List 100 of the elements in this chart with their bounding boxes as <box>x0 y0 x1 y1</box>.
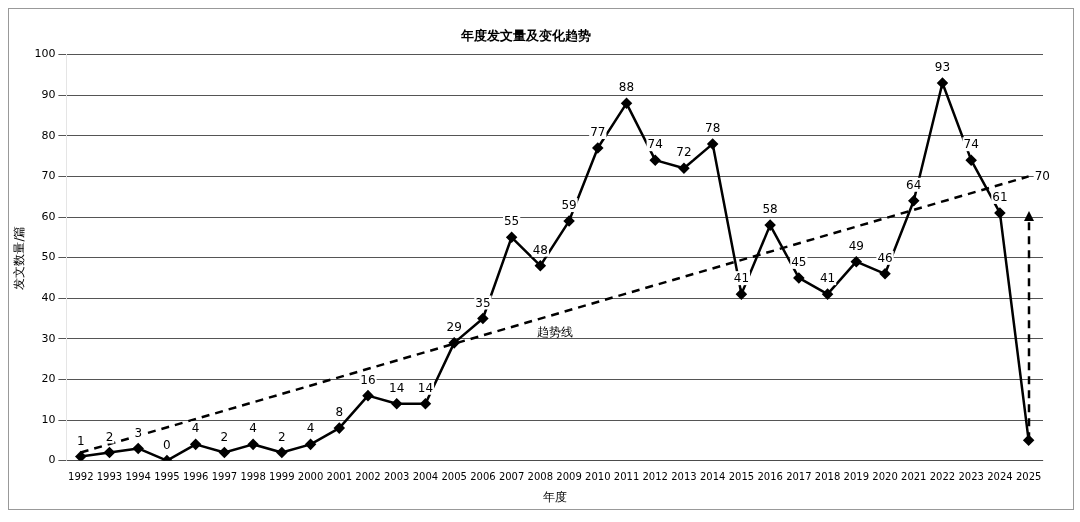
point <box>994 207 1006 219</box>
data-label: 78 <box>705 121 721 136</box>
point <box>621 98 632 109</box>
x-tick-label: 1993 <box>96 471 123 483</box>
x-tick-label: 2019 <box>843 471 870 483</box>
point <box>1023 435 1034 446</box>
point <box>477 313 489 324</box>
y-tick-label: 0 <box>48 453 56 467</box>
point <box>764 219 776 231</box>
y-tick-label: 20 <box>41 372 56 386</box>
data-label: 2 <box>220 429 229 444</box>
point <box>391 398 402 410</box>
x-tick-label: 2000 <box>297 471 324 483</box>
point <box>793 272 805 284</box>
y-tick-label: 10 <box>41 412 56 426</box>
data-label: 35 <box>475 295 491 310</box>
x-tick-label: 2008 <box>527 471 554 483</box>
point <box>506 232 517 243</box>
x-tick-label: 1992 <box>68 471 94 483</box>
x-tick-label: 2005 <box>441 471 467 483</box>
data-label: 2 <box>105 429 114 444</box>
data-label: 74 <box>963 137 979 152</box>
y-tick-label: 40 <box>41 291 56 305</box>
x-tick-label: 2006 <box>470 471 496 483</box>
data-label: 4 <box>306 421 315 436</box>
point <box>219 447 230 458</box>
point <box>908 195 919 207</box>
point <box>851 256 862 267</box>
x-tick-label: 2013 <box>671 471 697 483</box>
data-label: 61 <box>992 190 1008 205</box>
point <box>965 154 977 166</box>
chart-title: 年度发文量及变化趋势 <box>460 28 591 44</box>
data-label: 88 <box>618 80 635 95</box>
point <box>276 447 288 458</box>
x-tick-label: 2002 <box>355 471 381 483</box>
data-label: 77 <box>590 125 606 140</box>
x-tick-label: 2017 <box>786 471 812 483</box>
data-label: 14 <box>417 380 434 395</box>
y-tick-label: 100 <box>34 47 56 61</box>
point <box>190 439 201 450</box>
data-label: 45 <box>791 255 807 270</box>
x-tick-label: 2004 <box>412 471 439 483</box>
x-tick-label: 2018 <box>814 471 841 483</box>
x-tick-label: 1997 <box>211 471 238 483</box>
annotation: 趋势线 <box>536 324 573 339</box>
data-label: 93 <box>934 60 951 75</box>
point <box>75 451 87 461</box>
point <box>649 154 661 166</box>
data-label: 46 <box>877 250 893 265</box>
point <box>937 77 948 89</box>
x-tick-label: 2023 <box>958 471 984 483</box>
data-label: 8 <box>335 405 344 420</box>
y-tick-label: 60 <box>41 209 56 223</box>
point <box>707 138 718 150</box>
point <box>678 163 690 174</box>
x-tick-label: 1995 <box>154 471 180 483</box>
data-label: 29 <box>446 319 462 334</box>
data-label: 1 <box>76 433 85 448</box>
y-tick-label: 80 <box>41 128 56 142</box>
x-tick-label: 2010 <box>585 471 611 483</box>
data-label: 41 <box>733 271 750 286</box>
point <box>563 215 575 227</box>
x-tick-label: 2021 <box>901 471 927 483</box>
point <box>334 422 345 434</box>
data-label: 16 <box>360 372 376 387</box>
data-label: 2 <box>278 429 286 444</box>
data-label: 41 <box>819 271 836 286</box>
x-tick-label: 2024 <box>987 471 1013 483</box>
point <box>104 447 115 458</box>
y-tick-label: 30 <box>41 331 56 345</box>
x-tick-label: 2009 <box>556 471 582 483</box>
data-label: 0 <box>163 437 171 452</box>
data-label: 64 <box>906 177 922 192</box>
point <box>592 142 604 154</box>
y-tick-label: 50 <box>41 250 56 264</box>
data-label: 58 <box>762 202 778 217</box>
y-tick-label: 90 <box>41 88 56 102</box>
data-label: 3 <box>134 425 143 440</box>
x-tick-label: 2016 <box>757 471 783 483</box>
data-label: 14 <box>389 380 405 395</box>
point <box>822 288 833 300</box>
point <box>247 439 259 450</box>
data-label: 49 <box>848 238 864 253</box>
point <box>736 288 747 300</box>
x-tick-label: 2011 <box>613 471 640 483</box>
x-tick-label: 2020 <box>872 471 898 483</box>
x-tick-label: 2014 <box>699 471 726 483</box>
data-label: 70 <box>1034 168 1050 183</box>
x-tick-label: 1999 <box>269 471 295 483</box>
x-tick-label: 2007 <box>498 471 525 483</box>
x-axis-title: 年度 <box>542 489 567 504</box>
x-tick-label: 2025 <box>1015 471 1042 483</box>
point <box>448 337 460 349</box>
x-tick-label: 1994 <box>125 471 151 483</box>
data-label: 48 <box>532 242 548 257</box>
data-label: 59 <box>561 198 577 213</box>
data-label: 72 <box>676 145 692 160</box>
point <box>879 268 891 280</box>
x-tick-label: 2012 <box>642 471 668 483</box>
data-label: 74 <box>647 137 663 152</box>
